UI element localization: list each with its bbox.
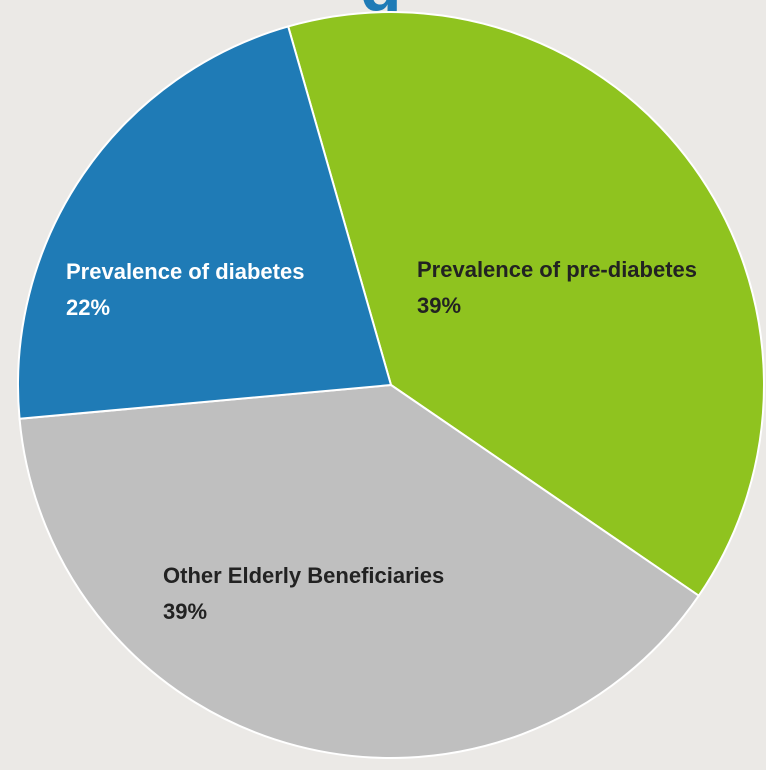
slice-percent-label: 39% <box>163 599 208 624</box>
slice-other-elderly <box>18 383 701 759</box>
slice-other-elderly-label: Other Elderly Beneficiaries 39% <box>163 558 444 630</box>
slice-name-label: Prevalence of pre-diabetes <box>417 257 698 282</box>
slice-diabetes-label: Prevalence of diabetes 22% <box>66 254 304 326</box>
slice-percent-label: 22% <box>66 295 111 320</box>
slice-name-label: Prevalence of diabetes <box>66 259 305 284</box>
slice-prediabetes <box>286 11 765 598</box>
slice-percent-label: 39% <box>417 293 462 318</box>
slice-diabetes <box>17 25 393 420</box>
slice-name-label: Other Elderly Beneficiaries <box>163 563 445 588</box>
slice-prediabetes-label: Prevalence of pre-diabetes 39% <box>417 252 697 324</box>
